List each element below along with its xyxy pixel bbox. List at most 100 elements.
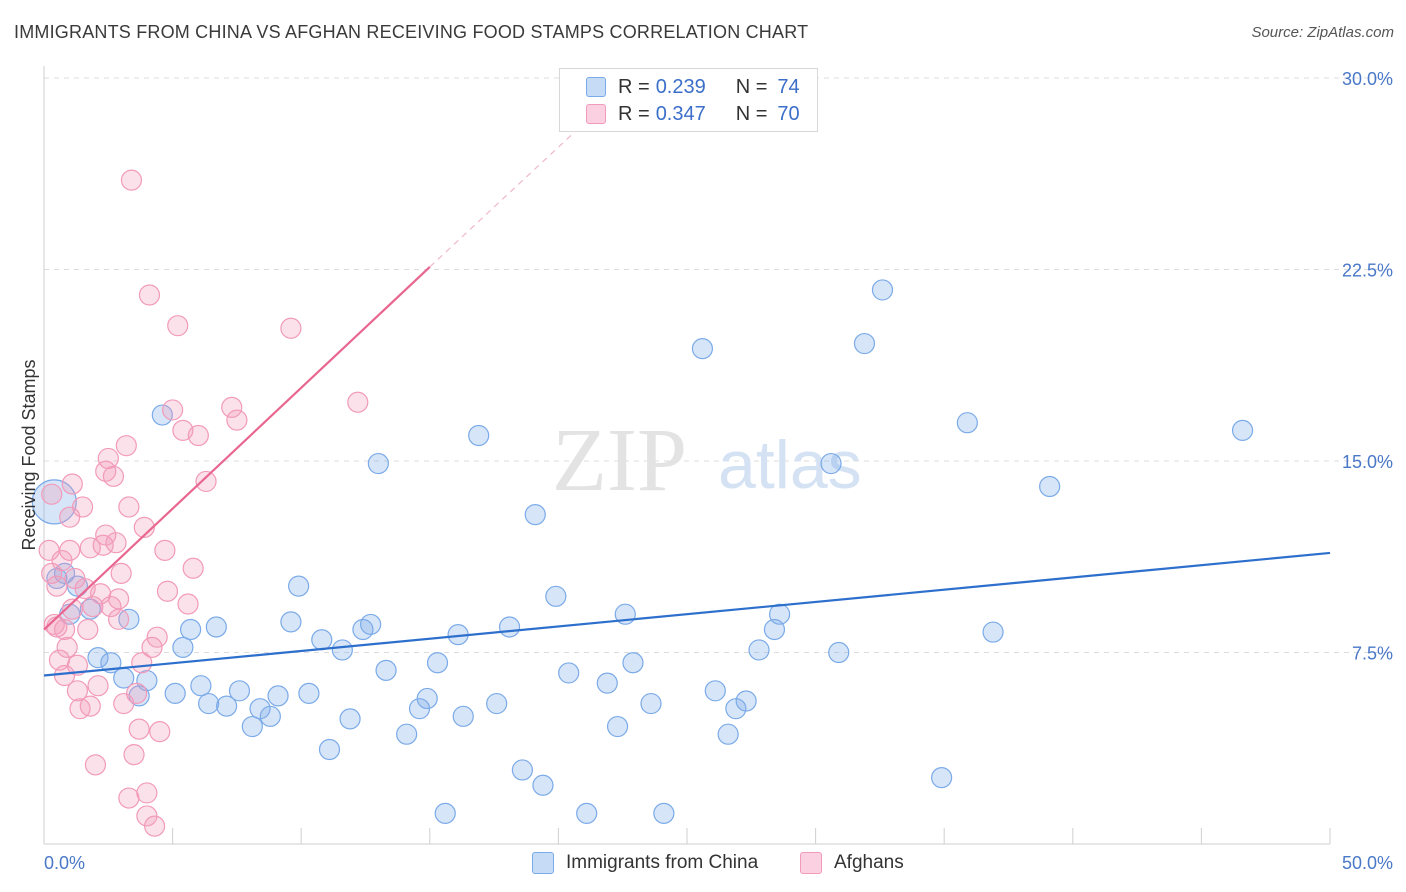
china-point	[259, 705, 281, 727]
afghan-point	[53, 618, 76, 641]
afghan-point	[84, 754, 107, 776]
y-tick-label: 15.0%	[1342, 452, 1393, 472]
china-point	[871, 279, 894, 301]
china-point	[982, 621, 1004, 643]
china-point	[339, 708, 361, 730]
china-point	[190, 675, 212, 697]
legend-r-label: R =	[618, 75, 650, 98]
china-point	[691, 338, 714, 360]
china-point	[828, 641, 850, 664]
afghan-point	[107, 588, 130, 610]
china-point	[524, 504, 546, 526]
afghan-point	[118, 787, 140, 809]
watermark-zip: ZIP	[552, 411, 687, 510]
china-point	[318, 738, 341, 761]
china-point	[136, 669, 158, 692]
afghan-point	[107, 608, 130, 630]
afghan-point	[66, 680, 89, 702]
afghan-point	[79, 537, 101, 559]
bottom-legend-afghans: Afghans	[800, 852, 904, 874]
watermark-atlas: atlas	[718, 427, 862, 503]
china-point	[288, 575, 310, 597]
china-point	[298, 682, 320, 704]
afghan-point	[167, 315, 189, 337]
china-trend-line	[43, 551, 1331, 677]
legend-box: R = 0.239 N = 74 R = 0.347 N = 70	[559, 68, 818, 132]
china-point	[205, 616, 227, 638]
china-point	[596, 672, 618, 694]
china-point	[367, 452, 389, 475]
bottom-legend-china: Immigrants from China	[532, 852, 758, 874]
afghan-point	[123, 744, 145, 766]
afghan-point	[46, 575, 68, 597]
legend-r-value: 0.239	[655, 75, 706, 98]
china-point	[198, 692, 220, 715]
afghan-point	[97, 447, 119, 470]
afghan-point	[41, 562, 63, 584]
bottom-legend-swatch-china	[532, 852, 554, 874]
china-point	[1039, 475, 1061, 498]
y-tick-label: 7.5%	[1352, 644, 1393, 664]
afghan-point	[41, 483, 63, 505]
afghan-point	[125, 682, 148, 704]
legend-r-label: R =	[618, 102, 650, 125]
afghan-point	[182, 557, 204, 579]
legend-row-afghans: R = 0.347 N = 70	[586, 101, 800, 127]
afghan-point	[141, 636, 163, 658]
china-point	[640, 692, 662, 715]
china-point	[151, 404, 173, 426]
china-point	[331, 639, 353, 661]
china-point	[280, 611, 302, 633]
trend-lines	[43, 110, 1331, 677]
china-point	[717, 723, 739, 745]
bottom-legend-label-afghans: Afghans	[834, 852, 904, 873]
afghan-point	[71, 496, 94, 518]
china-point	[172, 636, 194, 658]
afghan-point	[280, 317, 302, 339]
data-points	[31, 169, 1254, 837]
x-tick-label: 0.0%	[44, 853, 85, 873]
china-point	[360, 613, 382, 636]
china-point	[768, 603, 791, 625]
legend-r-value: 0.347	[655, 102, 706, 125]
afghan-trend-line	[43, 266, 431, 631]
afghan-point	[187, 424, 209, 447]
china-point	[748, 639, 770, 661]
legend-row-china: R = 0.239 N = 74	[586, 74, 800, 100]
afghan-point	[128, 718, 150, 740]
afghan-point	[61, 473, 83, 495]
afghan-point	[149, 721, 171, 743]
china-point	[956, 412, 978, 434]
china-point	[416, 687, 438, 710]
china-point	[180, 618, 202, 641]
afghan-point	[43, 613, 65, 636]
bottom-legend: Immigrants from China Afghans	[0, 852, 1406, 878]
china-point	[606, 715, 629, 738]
china-point	[653, 802, 675, 824]
y-tick-label: 22.5%	[1342, 261, 1393, 281]
afghan-point	[59, 539, 81, 561]
afghan-point	[154, 539, 176, 561]
china-point	[311, 629, 333, 651]
afghan-point	[146, 626, 168, 648]
legend-swatch-china	[586, 77, 606, 97]
china-point	[128, 685, 150, 707]
china-point	[576, 802, 598, 824]
china-point	[396, 723, 418, 745]
afghan-point	[221, 396, 243, 418]
afghan-point	[77, 618, 99, 641]
y-tick-label: 30.0%	[1342, 69, 1393, 89]
legend-n-label: N =	[735, 102, 768, 125]
afghan-point	[66, 654, 89, 676]
afghan-point	[100, 595, 122, 618]
china-point	[375, 659, 397, 681]
afghan-point	[138, 284, 161, 306]
afghan-point	[82, 595, 104, 618]
afghan-point	[195, 470, 217, 493]
china-point	[452, 705, 474, 727]
china-point	[164, 682, 186, 704]
afghan-point	[133, 516, 155, 538]
tick-labels: 7.5% 15.0% 22.5% 30.0% 0.0% 50.0%	[44, 69, 1393, 873]
afghan-point	[156, 580, 179, 602]
afghan-point	[105, 532, 127, 554]
